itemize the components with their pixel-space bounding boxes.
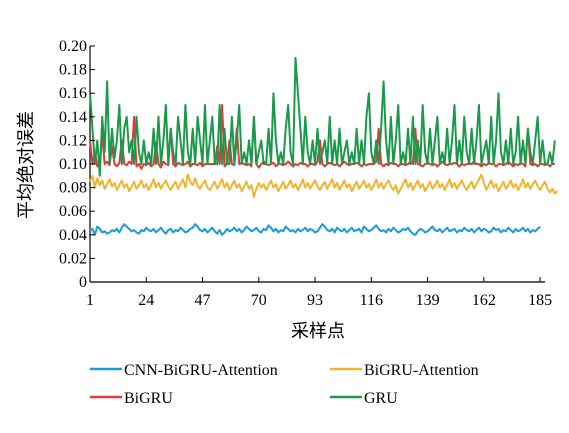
y-tick-label: 0.10 (59, 156, 87, 173)
y-tick-label: 0.06 (59, 203, 87, 220)
x-tick-label: 24 (138, 292, 154, 309)
legend-label-gru: GRU (364, 390, 398, 407)
y-tick-label: 0.02 (59, 250, 87, 267)
y-tick-label: 0.08 (59, 180, 87, 197)
y-axis-title: 平均绝对误差 (16, 111, 36, 219)
y-tick-label: 0.12 (59, 132, 87, 149)
x-tick-labels: 1 24 47 70 93 116 139 162 185 (86, 277, 552, 309)
x-tick-label: 93 (307, 292, 323, 309)
y-tick-label: 0 (79, 274, 87, 291)
x-tick-label: 139 (416, 292, 440, 309)
y-tick-label: 0.04 (59, 227, 87, 244)
y-tick-labels: 0 0.02 0.04 0.06 0.08 0.10 0.12 0.14 0.16 0.18 0.2… (59, 38, 95, 291)
series-layer (89, 56, 558, 236)
x-tick-label: 116 (360, 292, 383, 309)
legend-label-bigru: BiGRU (124, 390, 173, 407)
x-tick-label: 162 (472, 292, 496, 309)
y-tick-label: 0.18 (59, 62, 87, 79)
legend-label-bigru-attention: BiGRU-Attention (364, 362, 479, 379)
x-tick-label: 1 (86, 292, 94, 309)
series-line-bigru (89, 104, 555, 170)
legend-label-cnn-bigru-attention: CNN-BiGRU-Attention (124, 362, 278, 379)
y-tick-label: 0.14 (59, 109, 87, 126)
x-tick-label: 70 (251, 292, 267, 309)
x-tick-label: 185 (528, 292, 552, 309)
series-line-bigru-attention (89, 173, 558, 199)
series-line-gru (89, 56, 556, 177)
y-tick-label: 0.20 (59, 38, 87, 55)
x-axis-title: 采样点 (291, 321, 345, 341)
x-tick-label: 47 (195, 292, 211, 309)
chart-legend: CNN-BiGRU-Attention BiGRU-Attention BiGRU G… (90, 362, 479, 407)
y-tick-label: 0.16 (59, 85, 87, 102)
series-line-cnn-bigru-attention (89, 223, 541, 236)
